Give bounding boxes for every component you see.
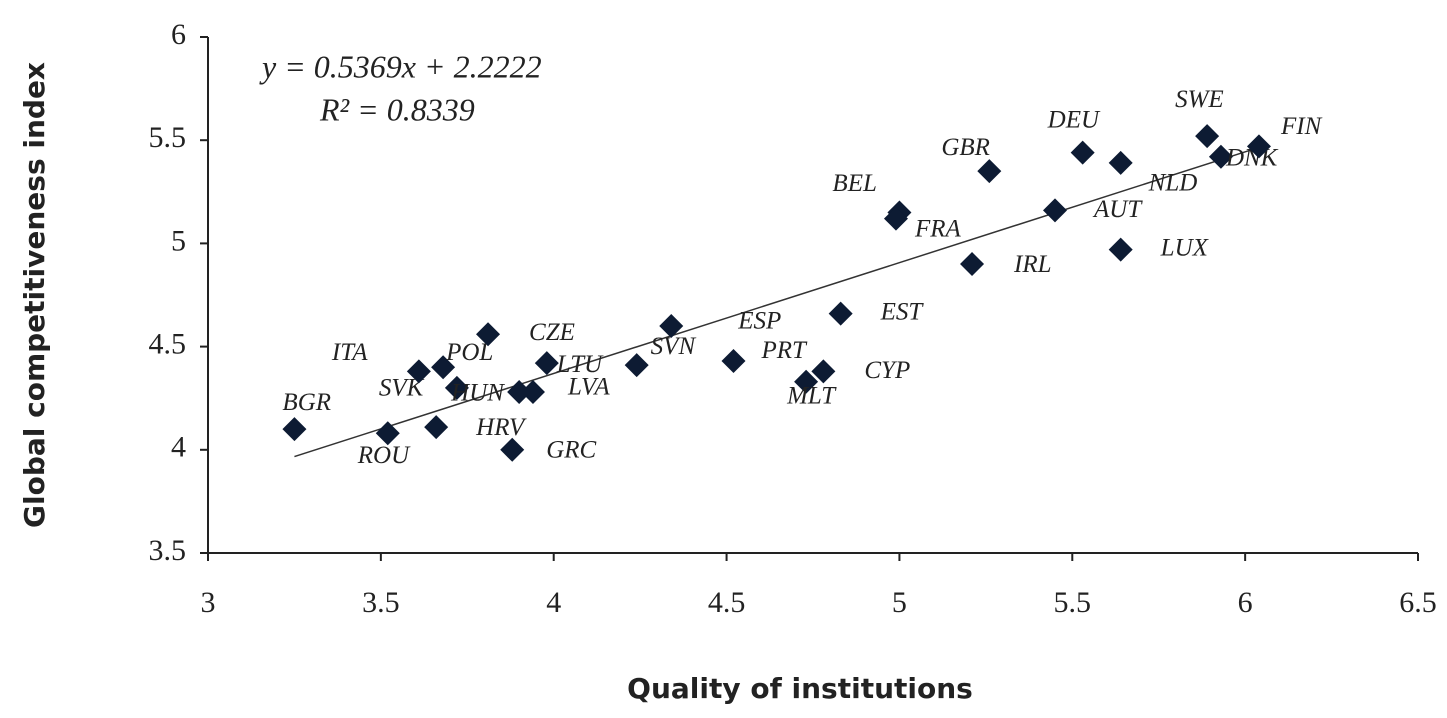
point-label: HUN xyxy=(450,380,505,407)
point xyxy=(1246,134,1271,159)
point-label: SVN xyxy=(651,333,697,360)
point-label: PRT xyxy=(760,337,808,364)
point xyxy=(520,380,545,405)
point-label: NLD xyxy=(1148,170,1198,197)
point xyxy=(1070,140,1095,165)
point-label: MLT xyxy=(786,382,837,409)
point xyxy=(507,380,532,405)
point-label: GRC xyxy=(546,437,596,464)
point-label: ESP xyxy=(737,308,781,335)
point-label: ITA xyxy=(331,339,368,366)
point xyxy=(811,359,836,384)
point-label: GBR xyxy=(941,134,990,161)
y-tick-label: 6 xyxy=(171,18,186,51)
x-tick-label: 5 xyxy=(892,586,907,619)
point-label: EST xyxy=(880,298,925,325)
point xyxy=(960,252,985,277)
y-tick-label: 4.5 xyxy=(149,327,187,360)
point-label: BGR xyxy=(282,389,331,416)
y-tick-label: 3.5 xyxy=(149,534,187,567)
point xyxy=(721,349,746,374)
point-label: HRV xyxy=(475,414,527,441)
point xyxy=(977,159,1002,184)
point-label: DEU xyxy=(1047,106,1101,133)
point xyxy=(534,351,559,376)
point-label: ROU xyxy=(357,442,411,469)
point-label: FIN xyxy=(1280,113,1323,140)
point-label: LVA xyxy=(567,374,610,401)
x-tick-label: 5.5 xyxy=(1054,586,1092,619)
point xyxy=(406,359,431,384)
r-squared: R² = 0.8339 xyxy=(319,91,475,127)
trendline xyxy=(294,145,1263,458)
y-tick-label: 5 xyxy=(171,224,186,257)
point xyxy=(375,421,400,446)
point xyxy=(1208,144,1233,169)
point xyxy=(1108,237,1133,262)
point xyxy=(444,375,469,400)
point xyxy=(1043,198,1067,223)
x-tick-label: 4.5 xyxy=(708,586,746,619)
x-tick-label: 6.5 xyxy=(1399,586,1437,619)
point xyxy=(1195,124,1220,149)
y-tick-label: 5.5 xyxy=(149,121,187,154)
point xyxy=(1108,150,1133,175)
point-label: LUX xyxy=(1160,234,1210,261)
point xyxy=(659,313,684,338)
point xyxy=(624,353,649,378)
y-tick-label: 4 xyxy=(171,431,186,464)
point xyxy=(794,369,819,394)
x-tick-label: 6 xyxy=(1238,586,1253,619)
x-tick-label: 4 xyxy=(546,586,561,619)
point xyxy=(424,415,449,440)
x-tick-label: 3.5 xyxy=(362,586,400,619)
point-label: IRL xyxy=(1013,251,1052,278)
equation: y = 0.5369x + 2.2222 xyxy=(259,48,542,84)
point xyxy=(476,322,501,347)
point-label: AUT xyxy=(1092,196,1143,223)
point xyxy=(500,437,525,462)
y-axis-title: Global competitiveness index xyxy=(18,62,51,528)
point xyxy=(282,417,307,442)
point xyxy=(431,355,456,380)
point-label: POL xyxy=(445,339,493,366)
point-label: BEL xyxy=(832,170,876,197)
point xyxy=(828,301,853,326)
point-label: CYP xyxy=(864,357,910,384)
x-axis-title: Quality of institutions xyxy=(627,672,973,705)
point-label: LTU xyxy=(556,351,604,378)
point-label: SWE xyxy=(1175,86,1224,113)
x-tick-label: 3 xyxy=(201,586,216,619)
point-label: FRA xyxy=(914,215,962,242)
point-label: CZE xyxy=(529,319,575,346)
point xyxy=(883,206,908,231)
